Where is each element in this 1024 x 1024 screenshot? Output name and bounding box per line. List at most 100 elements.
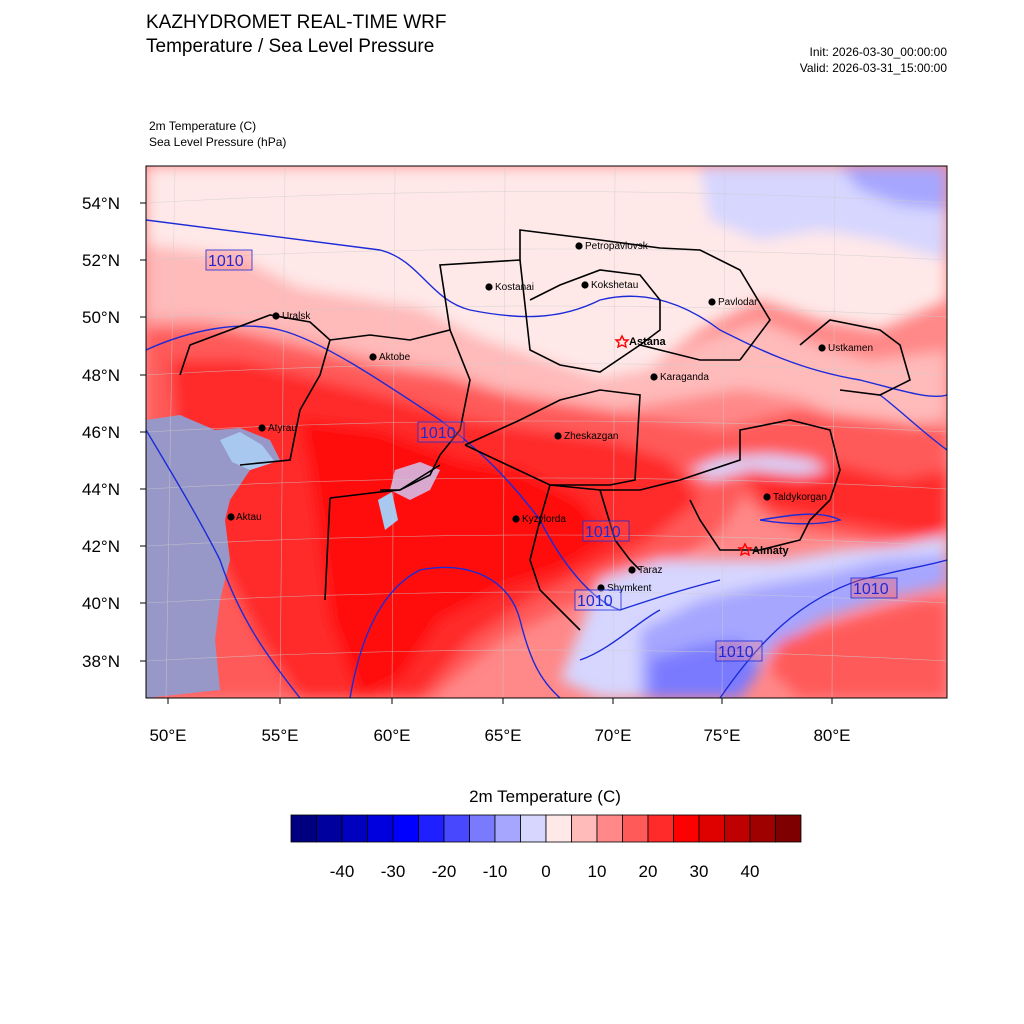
colorbar-swatch: [392, 814, 419, 843]
city-label: Zheskazgan: [564, 431, 618, 442]
colorbar-swatch: [571, 814, 598, 843]
colorbar-swatch: [494, 814, 521, 843]
city-label: Taldykorgan: [773, 492, 827, 503]
colorbar-swatch: [341, 814, 368, 843]
city-label: Atyrau: [268, 423, 297, 434]
colorbar-title: 2m Temperature (C): [469, 787, 621, 806]
valid-time: Valid: 2026-03-31_15:00:00: [799, 61, 947, 75]
colorbar-swatch: [367, 814, 394, 843]
lon-tick-label: 70°E: [594, 726, 631, 745]
city-dot: [650, 373, 658, 381]
city-label: Aktobe: [379, 352, 411, 363]
city-markers: Petropavlovsk Kostanai Kokshetau Pavloda…: [227, 241, 873, 594]
city-dot: [512, 515, 520, 523]
city-dot: [708, 298, 716, 306]
colorbar-swatch: [469, 814, 496, 843]
lat-tick-label: 40°N: [82, 594, 120, 613]
capital-star-astana: [614, 334, 630, 349]
colorbar-swatch: [290, 814, 317, 843]
isobar-label: 1010: [208, 253, 244, 270]
colorbar-ticks: -40 -30 -20 -10 0 10 20 30 40: [330, 862, 760, 881]
lon-tick-label: 50°E: [149, 726, 186, 745]
colorbar-swatch: [545, 814, 572, 843]
chart-subtitle: Temperature / Sea Level Pressure: [146, 36, 435, 57]
city-label: Taraz: [638, 565, 662, 576]
colorbar-swatch: [520, 814, 547, 843]
colorbar-swatch: [596, 814, 623, 843]
city-dot: [818, 344, 826, 352]
lon-tick-label: 80°E: [813, 726, 850, 745]
lat-tick-label: 42°N: [82, 537, 120, 556]
city-label: Karaganda: [660, 372, 709, 383]
isobar-label: 1010: [853, 581, 889, 598]
city-dot: [369, 353, 377, 361]
colorbar-swatch: [749, 814, 776, 843]
colorbar-swatch: [622, 814, 649, 843]
colorbar-tick-label: 10: [588, 862, 607, 881]
lon-tick-label: 75°E: [703, 726, 740, 745]
city-dot: [575, 242, 583, 250]
city-label: Pavlodar: [718, 297, 758, 308]
city-dot: [272, 312, 280, 320]
isobar-labels: 1010 1010 1010 1010 1010 1010: [205, 249, 898, 662]
city-dot: [763, 493, 771, 501]
colorbar-tick-label: -20: [432, 862, 457, 881]
chart-title: KAZHYDROMET REAL-TIME WRF: [146, 12, 447, 33]
capital-star-almaty: [737, 542, 753, 557]
temperature-field: [146, 166, 947, 698]
longitude-axis: 50°E 55°E 60°E 65°E 70°E 75°E 80°E: [149, 698, 851, 745]
lat-tick-label: 38°N: [82, 652, 120, 671]
init-time: Init: 2026-03-30_00:00:00: [809, 45, 947, 59]
colorbar-swatch: [647, 814, 674, 843]
latitude-axis: 54°N 52°N 50°N 48°N 46°N 44°N 42°N 40°N …: [82, 194, 146, 671]
temperature-field-label: 2m Temperature (C): [149, 119, 257, 133]
colorbar-swatch: [316, 814, 343, 843]
city-label: Almaty: [752, 545, 790, 557]
city-label: Aktau: [236, 512, 262, 523]
lat-tick-label: 48°N: [82, 366, 120, 385]
colorbar-tick-label: 0: [541, 862, 550, 881]
isobar-label: 1010: [585, 524, 621, 541]
city-dot: [258, 424, 266, 432]
city-label: Kokshetau: [591, 280, 638, 291]
city-label: Shymkent: [607, 583, 652, 594]
lat-tick-label: 46°N: [82, 423, 120, 442]
isobars: [146, 219, 947, 698]
temperature-colorbar: [290, 814, 802, 843]
lon-tick-label: 60°E: [373, 726, 410, 745]
colorbar-swatch: [724, 814, 751, 843]
colorbar-tick-label: 40: [741, 862, 760, 881]
colorbar-swatch: [673, 814, 700, 843]
colorbar-swatch: [775, 814, 802, 843]
lon-tick-label: 65°E: [484, 726, 521, 745]
colorbar-tick-label: 20: [639, 862, 658, 881]
city-dot: [485, 283, 493, 291]
colorbar-tick-label: -10: [483, 862, 508, 881]
colorbar-swatch: [418, 814, 445, 843]
lon-tick-label: 55°E: [261, 726, 298, 745]
city-label: Ustkamen: [828, 343, 873, 354]
city-dot: [581, 281, 589, 289]
colorbar-swatch: [698, 814, 725, 843]
admin-borders: [179, 229, 911, 631]
city-dot: [628, 566, 636, 574]
city-label: Kostanai: [495, 282, 534, 293]
colorbar-tick-label: 30: [690, 862, 709, 881]
city-label: Uralsk: [282, 311, 311, 322]
colorbar-tick-label: -40: [330, 862, 355, 881]
pressure-field-label: Sea Level Pressure (hPa): [149, 135, 287, 149]
city-dot: [227, 513, 235, 521]
city-dot: [554, 432, 562, 440]
lat-tick-label: 54°N: [82, 194, 120, 213]
isobar-label: 1010: [718, 644, 754, 661]
city-label: Kyzylorda: [522, 514, 566, 525]
lat-tick-label: 50°N: [82, 308, 120, 327]
lat-tick-label: 44°N: [82, 480, 120, 499]
city-label: Astana: [629, 336, 667, 348]
colorbar-tick-label: -30: [381, 862, 406, 881]
city-label: Petropavlovsk: [585, 241, 649, 252]
isobar-label: 1010: [420, 425, 456, 442]
lat-tick-label: 52°N: [82, 251, 120, 270]
colorbar-swatch: [443, 814, 470, 843]
